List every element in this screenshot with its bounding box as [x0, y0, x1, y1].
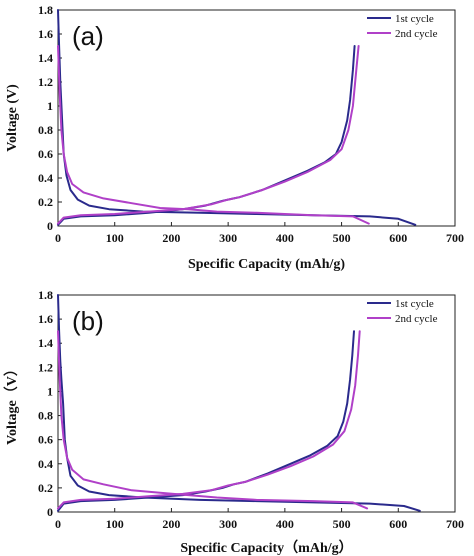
y-axis-title: Voltage（V）: [4, 362, 20, 445]
x-tick-label: 100: [106, 231, 124, 245]
x-tick-label: 400: [276, 231, 294, 245]
x-tick-label: 100: [106, 517, 124, 531]
x-axis-title: Specific Capacity（mAh/g）: [180, 540, 352, 556]
y-tick-label: 1.2: [38, 75, 53, 89]
x-tick-label: 300: [219, 517, 237, 531]
panel-label: (a): [72, 21, 104, 51]
y-tick-label: 0.6: [38, 433, 53, 447]
panel-label: (b): [72, 306, 104, 336]
y-tick-label: 1.2: [38, 360, 53, 374]
y-tick-label: 1: [47, 384, 53, 398]
x-tick-label: 300: [219, 231, 237, 245]
y-tick-label: 0.2: [38, 195, 53, 209]
x-tick-label: 700: [446, 231, 464, 245]
y-tick-label: 0: [47, 219, 53, 233]
y-tick-label: 0.4: [38, 457, 53, 471]
x-tick-label: 500: [333, 231, 351, 245]
y-tick-label: 1: [47, 99, 53, 113]
y-axis-title: Voltage (V): [5, 84, 20, 152]
x-tick-label: 0: [55, 231, 61, 245]
y-tick-label: 0.2: [38, 481, 53, 495]
chart-panel-a: 0 0.2 0.4 0.6 0.8 1 1.2 1.4 1.6 1.8 0 100 200 300 400 5…: [5, 3, 464, 272]
x-tick-label: 600: [389, 517, 407, 531]
y-tick-label: 0.8: [38, 123, 53, 137]
legend-label: 1st cycle: [395, 298, 434, 310]
y-tick-label: 0.6: [38, 147, 53, 161]
chart-panel-b: 0 0.2 0.4 0.6 0.8 1 1.2 1.4 1.6 1.8 0 100 200 300 400 5…: [4, 288, 464, 556]
y-tick-label: 1.8: [38, 3, 53, 17]
series-line-1st-cycle-discharge: [57, 9, 417, 226]
x-axis-title: Specific Capacity (mAh/g): [188, 257, 345, 272]
series-line-1st-cycle-discharge: [57, 294, 421, 512]
y-tick-label: 0.8: [38, 409, 53, 423]
y-tick-label: 1.8: [38, 288, 53, 302]
y-tick-label: 1.6: [38, 27, 53, 41]
y-tick-label: 0: [47, 505, 53, 519]
series-line-2nd-cycle-charge: [57, 45, 360, 225]
x-tick-label: 700: [446, 517, 464, 531]
x-tick-label: 0: [55, 517, 61, 531]
plot-frame: [57, 294, 456, 513]
legend-label: 2nd cycle: [395, 28, 438, 40]
legend-label: 2nd cycle: [395, 313, 438, 325]
x-tick-label: 200: [162, 231, 180, 245]
y-tick-label: 0.4: [38, 171, 53, 185]
y-tick-label: 1.6: [38, 312, 53, 326]
y-tick-label: 1.4: [38, 51, 53, 65]
series-line-2nd-cycle-charge: [57, 330, 361, 510]
x-tick-label: 400: [276, 517, 294, 531]
series-line-2nd-cycle-discharge: [57, 330, 369, 510]
x-tick-label: 200: [162, 517, 180, 531]
plot-frame: [57, 9, 456, 227]
y-tick-label: 1.4: [38, 336, 53, 350]
series-line-2nd-cycle-discharge: [57, 45, 370, 225]
x-tick-label: 600: [389, 231, 407, 245]
x-tick-label: 500: [333, 517, 351, 531]
legend-label: 1st cycle: [395, 13, 434, 25]
